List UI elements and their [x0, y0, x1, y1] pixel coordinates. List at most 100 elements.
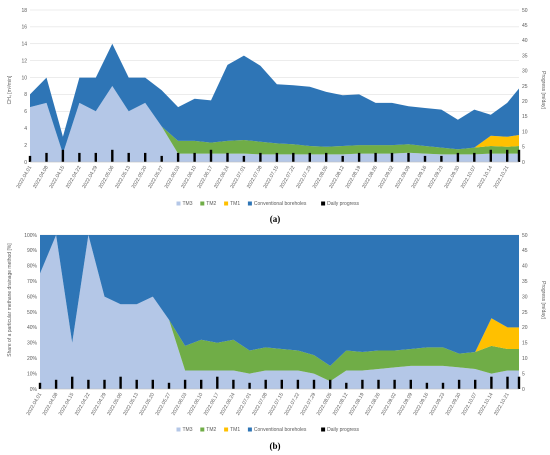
- x-tick-label: 2022.05.13: [114, 165, 132, 190]
- legend-a: TM3 TM2 TM1 Conventional boreholes Daily pro…: [176, 201, 360, 207]
- x-tick-label: 2022.08.19: [345, 165, 363, 190]
- legend-b: TM3 TM2 TM1 Conventional boreholes Daily pro…: [176, 427, 360, 433]
- progress-bars-b: [38, 376, 521, 389]
- x-tick-label: 2022.06.24: [219, 392, 237, 417]
- y2-tick-label: 45: [522, 23, 528, 29]
- x-tick-label: 2022.08.05: [316, 392, 334, 417]
- legend-swatch: [224, 201, 229, 206]
- x-tick-label: 2022.09.30: [443, 165, 461, 190]
- progress-bar: [193, 152, 196, 162]
- progress-bar: [103, 379, 106, 389]
- progress-bar: [87, 379, 90, 389]
- left-axis-b: 0% 10% 20% 30% 40% 50% 60% 70% 80% 90% 100%: [24, 233, 37, 393]
- progress-bar: [248, 382, 251, 389]
- progress-bar: [135, 379, 138, 389]
- y-tick-label: 90%: [27, 248, 38, 254]
- progress-bar: [329, 379, 332, 389]
- legend-label: Daily progress: [327, 427, 359, 433]
- x-tick-label: 2022.07.22: [279, 165, 297, 190]
- x-tick-label: 2022.05.27: [147, 165, 165, 190]
- right-axis-a: 0 5 10 15 20 25 30 35 40 45 50: [522, 8, 528, 166]
- area-tm3: [30, 86, 519, 162]
- progress-bar: [275, 152, 279, 162]
- x-tick-label: 2022.08.26: [361, 165, 379, 190]
- progress-bar: [200, 379, 203, 389]
- area-tm3: [40, 235, 519, 389]
- y-tick-label: 0: [24, 160, 27, 166]
- x-tick-label: 2022.04.15: [48, 165, 66, 190]
- x-tick-label: 2022.09.30: [445, 392, 463, 417]
- x-tick-label: 2022.04.29: [90, 392, 108, 417]
- progress-bar: [517, 376, 521, 389]
- legend-label: TM3: [183, 427, 193, 433]
- progress-bar: [473, 152, 476, 162]
- y2-tick-label: 40: [522, 38, 528, 44]
- y-tick-label: 0%: [30, 387, 38, 393]
- legend-swatch: [224, 427, 229, 432]
- progress-bar: [209, 149, 213, 162]
- progress-bar: [127, 152, 130, 162]
- legend-swatch: [247, 427, 252, 432]
- progress-bar: [393, 379, 396, 389]
- progress-bar: [176, 152, 180, 162]
- y2-tick-label: 0: [522, 387, 525, 393]
- progress-bar: [242, 155, 246, 162]
- x-tick-label: 2022.06.24: [213, 165, 231, 190]
- x-tick-label: 2022.04.01: [26, 392, 44, 417]
- progress-bar: [94, 152, 97, 162]
- progress-bar: [506, 149, 509, 162]
- y-tick-label: 16: [21, 25, 27, 31]
- progress-bar: [441, 382, 445, 389]
- x-tick-label: 2022.07.29: [295, 165, 313, 190]
- x-tick-label: 2022.07.15: [262, 165, 280, 190]
- y2-tick-label: 25: [522, 84, 528, 90]
- progress-bar: [341, 155, 344, 162]
- x-tick-label: 2022.09.09: [396, 392, 414, 417]
- progress-bar: [226, 152, 229, 162]
- x-tick-label: 2022.04.22: [74, 392, 92, 417]
- x-tick-label: 2022.08.05: [312, 165, 330, 190]
- x-tick-label: 2022.04.15: [58, 392, 76, 417]
- x-tick-label: 2022.09.02: [378, 165, 396, 190]
- x-tick-label: 2022.10.07: [460, 165, 478, 190]
- y-tick-label: 60%: [27, 294, 38, 300]
- x-tick-label: 2022.06.03: [164, 165, 182, 190]
- x-axis-a: 2022.04.012022.04.082022.04.152022.04.22…: [16, 161, 519, 190]
- y2-tick-label: 10: [522, 129, 528, 135]
- y-tick-label: 10%: [27, 371, 38, 377]
- x-tick-label: 2022.04.01: [16, 165, 34, 190]
- y2-tick-label: 25: [522, 310, 528, 316]
- progress-bar: [71, 376, 74, 389]
- progress-bar: [78, 152, 81, 162]
- x-tick-label: 2022.06.10: [187, 392, 205, 417]
- y2-tick-label: 35: [522, 53, 528, 59]
- y-tick-label: 20%: [27, 356, 38, 362]
- progress-bar: [409, 379, 412, 389]
- progress-bar: [160, 155, 163, 162]
- legend-label: TM2: [206, 427, 216, 433]
- progress-bar: [377, 379, 380, 389]
- y-tick-label: 70%: [27, 279, 38, 285]
- x-tick-label: 2022.07.08: [251, 392, 269, 417]
- y2-tick-label: 30: [522, 294, 528, 300]
- legend-label: TM1: [230, 201, 240, 207]
- x-tick-label: 2022.05.06: [98, 165, 116, 190]
- y2-tick-label: 15: [522, 114, 528, 120]
- legend-label: TM2: [206, 201, 216, 207]
- area-series-b: [40, 235, 519, 389]
- progress-bar: [457, 379, 461, 389]
- panel-label-a: (a): [270, 214, 281, 224]
- area-series-a: [30, 43, 519, 162]
- x-tick-label: 2022.07.01: [229, 165, 247, 190]
- y2-tick-label: 20: [522, 99, 528, 105]
- y-tick-label: 18: [21, 8, 27, 14]
- progress-bar: [440, 155, 443, 162]
- area-tm2: [40, 235, 519, 382]
- x-tick-label: 2022.08.12: [332, 392, 350, 417]
- legend-swatch: [176, 427, 181, 432]
- x-tick-label: 2022.05.20: [138, 392, 156, 417]
- x-tick-label: 2022.07.01: [235, 392, 253, 417]
- y2-tick-label: 10: [522, 356, 528, 362]
- legend-label: Daily progress: [327, 201, 359, 207]
